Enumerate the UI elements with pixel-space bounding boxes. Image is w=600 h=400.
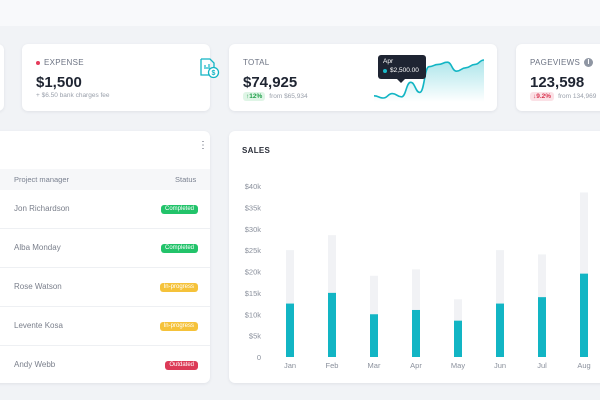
table-row[interactable]: Alba Monday Completed <box>0 229 210 268</box>
stat-card-expense: Expense $1,500 + $6.50 bank charges fee … <box>22 44 220 111</box>
bar-jun[interactable] <box>496 303 504 357</box>
column-header-status: Status <box>175 175 197 184</box>
expense-sub: + $6.50 bank charges fee <box>36 92 110 99</box>
table-row[interactable]: Levente Kosa In-progress <box>0 307 210 346</box>
stat-card-partial <box>0 44 4 111</box>
expense-value: $1,500 <box>36 74 82 91</box>
sparkline-area <box>374 60 484 102</box>
y-tick-label: $15k <box>245 289 262 298</box>
x-tick-label: Jul <box>537 361 547 370</box>
x-tick-label: May <box>451 361 465 370</box>
tooltip-value: $2,500.00 <box>390 67 419 74</box>
total-label: Total <box>243 58 270 67</box>
y-tick-label: $10k <box>245 310 262 319</box>
pageviews-value: 123,598 <box>530 74 585 91</box>
status-badge: Completed <box>160 244 198 253</box>
bar-jan[interactable] <box>286 303 294 357</box>
y-tick-label: $20k <box>245 268 262 277</box>
x-tick-label: Jun <box>494 361 506 370</box>
status-badge: Outdated <box>165 361 198 370</box>
stat-card-pageviews: Pageviews i 123,598 ↓9.2% from 134,969 <box>516 44 600 111</box>
sparkline-tooltip: Apr $2,500.00 <box>378 55 426 83</box>
tooltip-dot-icon <box>383 68 387 73</box>
pageviews-from: from 134,969 <box>558 93 597 100</box>
top-bar <box>0 0 600 26</box>
table-row[interactable]: Andy Webb Outdated <box>0 346 210 385</box>
x-tick-label: Mar <box>368 361 381 370</box>
status-badge: Completed <box>160 205 198 214</box>
y-tick-label: $25k <box>245 246 262 255</box>
bar-apr[interactable] <box>412 309 420 357</box>
sales-bar-chart: $40k $35k $30k $25k $20k $15k $10k $5k 0 Jan Feb Ma… <box>245 182 591 370</box>
pageviews-label-wrap: Pageviews i <box>530 58 594 67</box>
manager-name: Levente Kosa <box>14 321 63 330</box>
pageviews-delta-badge: ↓9.2% <box>530 92 555 101</box>
total-sparkline <box>373 59 485 102</box>
status-badge: In-progress <box>159 322 198 331</box>
total-sub: ↑12% from $65,934 <box>243 92 308 101</box>
money-document-icon: $ <box>200 58 220 79</box>
bar-mar[interactable] <box>370 314 378 357</box>
column-header-manager: Project manager <box>14 175 70 184</box>
bar-aug[interactable] <box>580 273 588 357</box>
status-badge: In-progress <box>159 283 198 292</box>
sparkline-line <box>373 59 485 99</box>
manager-name: Rose Watson <box>14 282 62 291</box>
table-row[interactable]: Jon Richardson Completed <box>0 190 210 229</box>
x-tick-label: Apr <box>410 361 422 370</box>
total-value: $74,925 <box>243 74 298 91</box>
bar-may[interactable] <box>454 320 462 357</box>
expense-label-wrap: Expense <box>36 58 84 67</box>
y-tick-label: $30k <box>245 225 262 234</box>
total-from: from $65,934 <box>269 93 308 100</box>
y-tick-label: $40k <box>245 182 262 191</box>
bar-feb[interactable] <box>328 292 336 357</box>
manager-name: Jon Richardson <box>14 204 70 213</box>
x-tick-label: Aug <box>577 361 590 370</box>
manager-name: Alba Monday <box>14 243 61 252</box>
info-icon[interactable]: i <box>584 58 594 67</box>
pageviews-label: Pageviews <box>530 58 581 67</box>
y-tick-label: 0 <box>257 353 261 362</box>
expense-dot-icon <box>36 60 40 65</box>
table-header <box>0 169 210 190</box>
table-row[interactable]: Rose Watson In-progress <box>0 268 210 307</box>
expense-label: Expense <box>44 58 84 67</box>
sales-title: SALES <box>242 146 271 155</box>
total-delta-badge: ↑12% <box>243 92 266 101</box>
manager-name: Andy Webb <box>14 360 56 369</box>
tooltip-month: Apr <box>383 58 394 65</box>
svg-text:$: $ <box>212 70 216 77</box>
tooltip-value-row: $2,500.00 <box>383 67 421 74</box>
y-tick-label: $35k <box>245 203 262 212</box>
x-tick-label: Feb <box>326 361 339 370</box>
bar-jul[interactable] <box>538 297 546 357</box>
pageviews-sub: ↓9.2% from 134,969 <box>530 92 596 101</box>
x-tick-label: Jan <box>284 361 296 370</box>
y-tick-label: $5k <box>249 332 261 341</box>
more-options-icon[interactable]: ⋮ <box>198 140 208 151</box>
